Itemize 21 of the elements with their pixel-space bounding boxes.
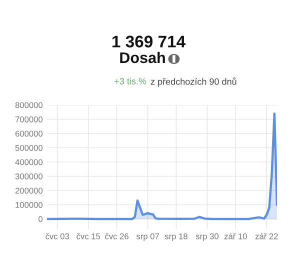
y-tick-label: 500000 <box>15 144 43 151</box>
text: +3 tis.% <box>114 78 146 84</box>
x-tick-label: čvc 15 <box>76 233 100 240</box>
x-tick-label: čvc 26 <box>105 233 128 240</box>
y-tick-label: 600000 <box>15 130 43 137</box>
y-tick-label: 300000 <box>15 173 43 180</box>
x-tick-label: zář 22 <box>255 233 278 240</box>
y-tick-label: 400000 <box>15 159 43 166</box>
y-tick-label: 0 <box>38 216 43 222</box>
x-tick-label: srp 07 <box>136 233 159 241</box>
y-tick-label: 200000 <box>15 188 43 194</box>
text: z předchozích 90 dnů <box>150 77 236 87</box>
y-tick-label: 100000 <box>16 202 43 208</box>
y-tick-label: 700000 <box>15 116 43 122</box>
chart-subtitle: Dosah <box>120 52 165 64</box>
x-tick-label: čvc 03 <box>46 233 70 240</box>
x-tick-label: srp 30 <box>196 233 218 241</box>
x-tick-label: zář 10 <box>224 233 247 240</box>
y-tick-label: 800000 <box>15 102 43 108</box>
chart-title: 1 369 714 <box>112 36 186 48</box>
x-tick-label: srp 18 <box>164 233 188 241</box>
